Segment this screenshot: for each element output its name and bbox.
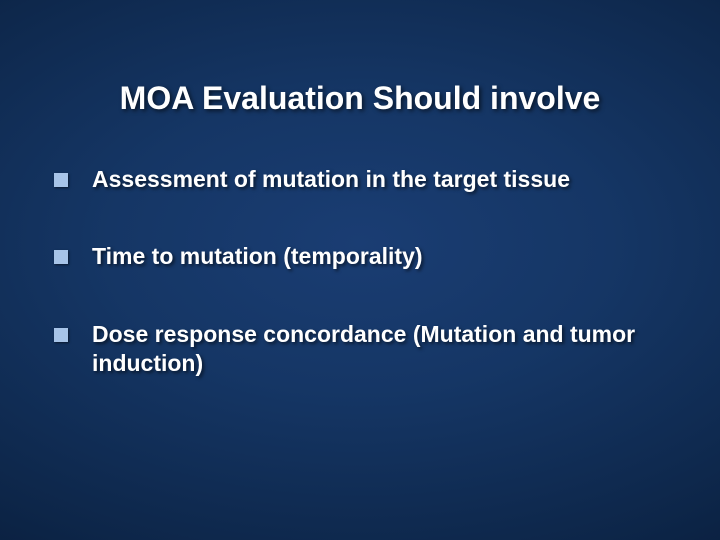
slide-title: MOA Evaluation Should involve [40,80,680,117]
square-bullet-icon [54,328,68,342]
list-item: Assessment of mutation in the target tis… [48,165,680,194]
bullet-list: Assessment of mutation in the target tis… [40,165,680,379]
bullet-text: Time to mutation (temporality) [92,243,423,269]
square-bullet-icon [54,173,68,187]
bullet-text: Dose response concordance (Mutation and … [92,321,635,376]
slide: MOA Evaluation Should involve Assessment… [0,0,720,540]
bullet-text: Assessment of mutation in the target tis… [92,166,570,192]
list-item: Time to mutation (temporality) [48,242,680,271]
square-bullet-icon [54,250,68,264]
list-item: Dose response concordance (Mutation and … [48,320,680,379]
